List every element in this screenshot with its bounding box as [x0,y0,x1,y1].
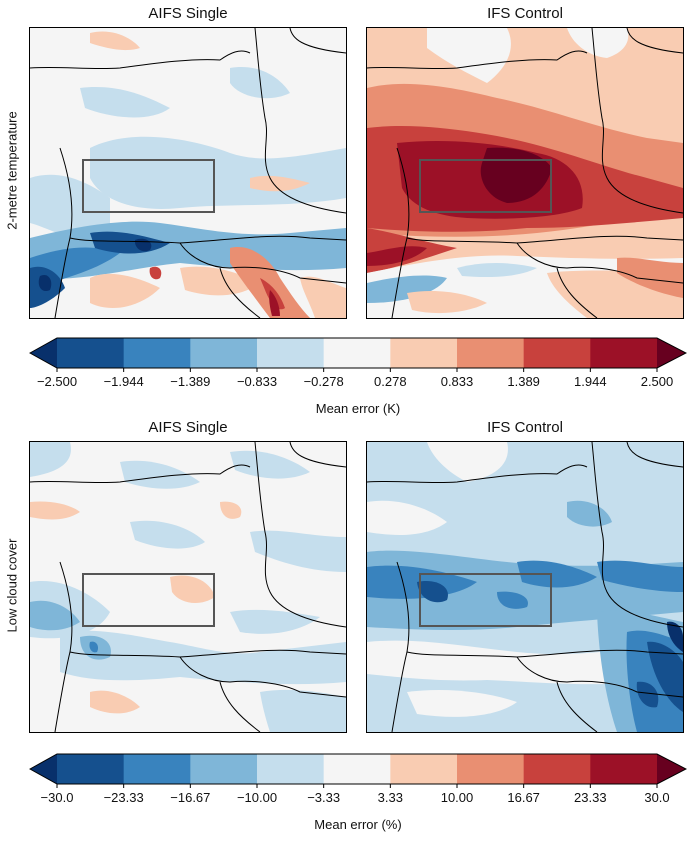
colorbar-segment [523,338,591,368]
colorbar-tick-label: 1.389 [507,374,540,389]
colorbar-segment [590,754,658,784]
colorbar-temperature [29,337,687,375]
colorbar-segment [390,338,458,368]
colorbar-tick-label: 10.00 [440,790,474,805]
colorbar-tick-label: 1.944 [574,374,607,389]
colorbar-extend-high [657,754,686,784]
colorbar-segment [257,754,325,784]
colorbar-segment [523,754,591,784]
panel-title-t2m-ifs: IFS Control [487,5,563,22]
colorbar-segment [457,754,525,784]
map-lcc-aifs [29,441,347,733]
colorbar-extend-low [30,338,57,368]
colorbar-segment [390,754,458,784]
colorbar-segment [57,338,125,368]
colorbar-tick-label: 16.67 [507,790,540,805]
map-t2m-aifs [29,27,347,319]
colorbar-tick-label: −2.500 [36,374,78,389]
colorbar-tick-label: −30.0 [40,790,74,805]
colorbar-segment [190,754,258,784]
colorbar-tick-label: 30.0 [644,790,670,805]
colorbar-tick-label: 23.33 [574,790,607,805]
colorbar-cloud-svg [29,753,687,788]
colorbar-tick-label: −10.00 [236,790,278,805]
colorbar-tick-label: 3.33 [377,790,403,805]
colorbar-tick-label: 0.833 [440,374,474,389]
colorbar-segment [590,338,658,368]
row-label-cloud: Low cloud cover [4,538,20,633]
panel-title-lcc-aifs: AIFS Single [148,419,228,436]
colorbar-segment [323,754,391,784]
colorbar-segment [457,338,525,368]
colorbar-segment [57,754,125,784]
colorbar-segment [323,338,391,368]
colorbar-segment [123,338,191,368]
colorbar-tick-label: −1.389 [170,374,211,389]
colorbar-tick-label: −23.33 [103,790,144,805]
panel-title-lcc-ifs: IFS Control [487,419,563,436]
colorbar-extend-low [30,754,57,784]
colorbar-temperature-svg [29,337,687,372]
colorbar-cloud-label: Mean error (%) [314,817,402,832]
map-lcc-ifs [366,441,684,733]
map-lcc-aifs-svg [30,442,346,732]
colorbar-tick-label: 2.500 [640,374,674,389]
colorbar-segment [190,338,258,368]
colorbar-temperature-label: Mean error (K) [315,401,401,416]
map-t2m-ifs-svg [367,28,683,318]
colorbar-tick-label: −0.278 [303,374,344,389]
colorbar-tick-label: −0.833 [236,374,278,389]
panel-title-t2m-aifs: AIFS Single [148,5,228,22]
colorbar-segment [257,338,325,368]
colorbar-cloud [29,753,687,791]
colorbar-extend-high [657,338,686,368]
colorbar-tick-label: −3.33 [307,790,341,805]
colorbar-tick-label: 0.278 [374,374,407,389]
colorbar-tick-label: −1.944 [103,374,144,389]
row-label-temperature: 2-metre temperature [4,111,20,230]
map-lcc-ifs-svg [367,442,683,732]
colorbar-segment [123,754,191,784]
colorbar-tick-label: −16.67 [170,790,211,805]
map-t2m-aifs-svg [30,28,346,318]
map-t2m-ifs [366,27,684,319]
